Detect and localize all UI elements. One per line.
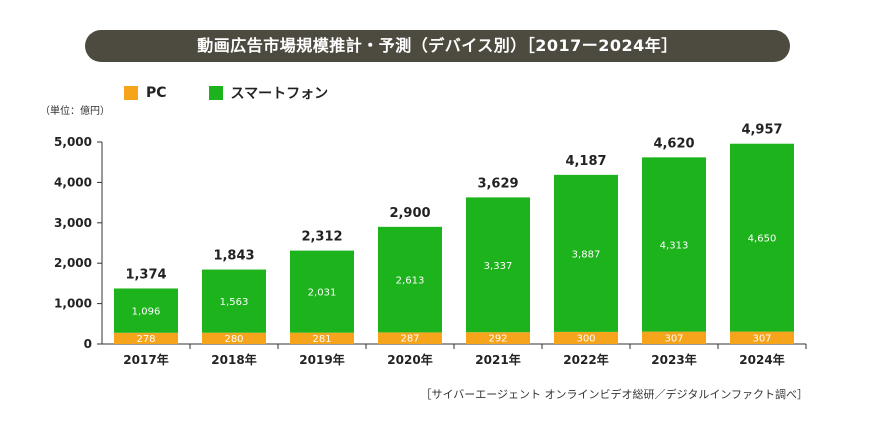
data-label-pc: 292 [488,334,507,345]
bar-pc [730,331,794,344]
x-tick-label: 2018年 [211,352,256,367]
bar-smartphone [202,269,266,333]
x-tick-label: 2024年 [739,352,784,367]
total-label: 1,843 [213,249,254,264]
total-label: 2,900 [389,206,430,221]
unit-note: （単位：億円） [40,106,110,117]
source-note: ［サイバーエージェント オンラインビデオ総研／デジタルインファクト調べ］ [420,388,808,401]
y-tick-label: 1,000 [54,297,92,311]
data-label-smartphone: 1,563 [220,297,249,308]
data-label-pc: 280 [224,334,243,345]
y-tick-label: 0 [84,337,92,351]
x-tick-label: 2022年 [563,352,608,367]
bar-smartphone [466,197,530,333]
data-label-pc: 278 [136,334,155,345]
legend-item-pc: PC [124,85,167,101]
data-label-smartphone: 1,096 [132,307,161,318]
y-tick-label: 4,000 [54,175,92,189]
total-label: 4,957 [741,123,782,138]
data-label-smartphone: 2,031 [308,288,337,299]
bar-smartphone [554,174,618,332]
total-label: 4,620 [653,136,694,151]
data-label-pc: 300 [576,333,595,344]
data-label-pc: 287 [400,334,419,345]
data-label-smartphone: 2,613 [396,276,425,287]
bar-pc [554,331,618,344]
x-tick-label: 2021年 [475,352,520,367]
x-tick-label: 2019年 [299,352,344,367]
data-label-smartphone: 4,313 [660,240,689,251]
bar-smartphone [290,250,354,333]
bar-pc [290,332,354,344]
bar-pc [466,332,530,344]
total-label: 3,629 [477,176,518,191]
bar-smartphone [730,143,794,332]
legend: PC スマートフォン [124,82,370,104]
x-tick-label: 2020年 [387,352,432,367]
bar-pc [202,332,266,344]
data-label-smartphone: 4,650 [748,234,777,245]
bar-pc [378,332,442,344]
y-tick-label: 3,000 [54,216,92,230]
bar-smartphone [642,157,706,332]
bar-smartphone [378,226,442,333]
data-label-pc: 307 [752,333,771,344]
total-label: 4,187 [565,154,606,169]
x-tick-label: 2017年 [123,352,168,367]
bar-pc [114,332,178,344]
x-tick-label: 2023年 [651,352,696,367]
total-label: 2,312 [301,230,342,245]
bar-pc [642,331,706,344]
y-tick-label: 5,000 [54,135,92,149]
legend-label-pc: PC [146,85,167,101]
data-label-pc: 307 [664,333,683,344]
data-label-smartphone: 3,337 [484,261,513,272]
bar-smartphone [114,288,178,333]
data-label-smartphone: 3,887 [572,249,601,260]
chart-title: 動画広告市場規模推計・予測（デバイス別）［2017ー2024年］ [85,30,790,62]
legend-item-smartphone: スマートフォン [208,83,329,103]
data-label-pc: 281 [312,334,331,345]
y-tick-label: 2,000 [54,256,92,270]
legend-swatch-smartphone [208,86,223,100]
legend-label-smartphone: スマートフォン [230,86,329,102]
legend-swatch-pc [124,86,138,100]
total-label: 1,374 [125,267,166,282]
